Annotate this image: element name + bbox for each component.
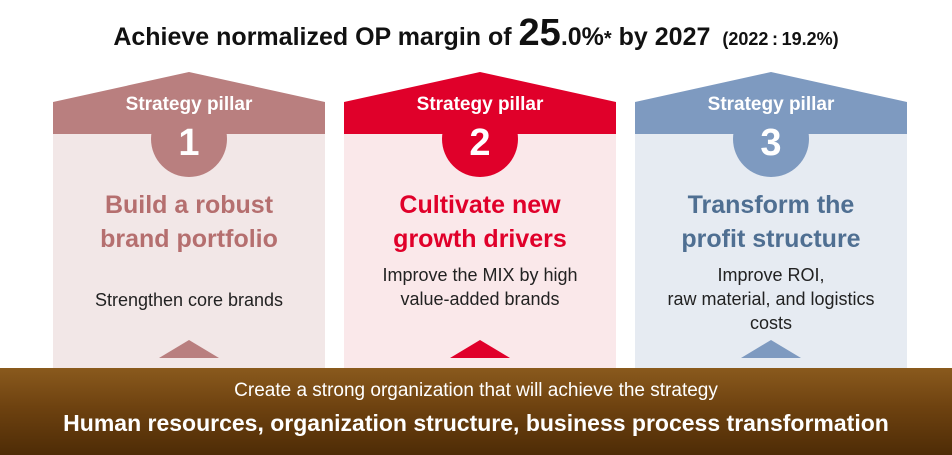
pillar-title-line: profit structure bbox=[681, 225, 861, 253]
headline-mid-value: .0% bbox=[560, 23, 604, 51]
headline-big-value: 25 bbox=[518, 12, 561, 54]
foundation-title: Human resources, organization structure,… bbox=[63, 410, 889, 436]
strategy-pillar-1: Strategy pillar 1 Build a robust brand p… bbox=[53, 72, 325, 377]
pillar-title-line: brand portfolio bbox=[100, 225, 278, 253]
pillar-number: 2 bbox=[469, 122, 491, 164]
headline-lead: Achieve normalized OP margin of bbox=[113, 23, 519, 51]
pillar-desc-line: Improve ROI, bbox=[717, 265, 825, 285]
pillar-desc-line: value-added brands bbox=[400, 289, 560, 309]
foundation-band: Create a strong organization that will a… bbox=[0, 368, 952, 455]
pillar-title: Cultivate new growth drivers bbox=[344, 188, 616, 256]
pillar-title-line: Build a robust bbox=[104, 191, 274, 219]
pillar-number: 3 bbox=[760, 122, 782, 164]
pillar-title-line: Transform the bbox=[687, 191, 855, 219]
pillar-desc-line: costs bbox=[749, 313, 792, 333]
headline-tail: by 2027 bbox=[611, 23, 711, 51]
pillar-label: Strategy pillar bbox=[707, 94, 835, 115]
strategy-pillar-3: Strategy pillar 3 Transform the profit s… bbox=[635, 72, 907, 377]
headline-reference: (2022 : 19.2%) bbox=[722, 29, 839, 49]
pillar-desc-line: Strengthen core brands bbox=[94, 290, 284, 310]
pillar-description: Improve the MIX by high value-added bran… bbox=[350, 263, 610, 311]
headline: Achieve normalized OP margin of 25.0%* b… bbox=[0, 12, 952, 55]
pillar-description: Strengthen core brands bbox=[59, 288, 319, 312]
pillar-desc-line: Improve the MIX by high bbox=[382, 265, 578, 285]
pillar-title-line: growth drivers bbox=[393, 225, 567, 253]
pillar-title: Transform the profit structure bbox=[635, 188, 907, 256]
roof-shape bbox=[344, 72, 616, 177]
strategy-pillar-2: Strategy pillar 2 Cultivate new growth d… bbox=[344, 72, 616, 377]
pillar-label: Strategy pillar bbox=[416, 94, 544, 115]
pillar-desc-line: raw material, and logistics bbox=[667, 289, 875, 309]
foundation-subtitle: Create a strong organization that will a… bbox=[234, 380, 718, 401]
headline-footnote-mark: * bbox=[603, 28, 612, 50]
pillar-description: Improve ROI, raw material, and logistics… bbox=[641, 263, 901, 335]
pillar-number: 1 bbox=[178, 122, 200, 164]
up-triangle-icon bbox=[159, 340, 219, 358]
roof-shape bbox=[635, 72, 907, 177]
pillar-title: Build a robust brand portfolio bbox=[53, 188, 325, 256]
pillar-title-line: Cultivate new bbox=[399, 191, 561, 219]
up-triangle-icon bbox=[450, 340, 510, 358]
pillar-label: Strategy pillar bbox=[125, 94, 253, 115]
roof-shape bbox=[53, 72, 325, 177]
up-triangle-icon bbox=[741, 340, 801, 358]
